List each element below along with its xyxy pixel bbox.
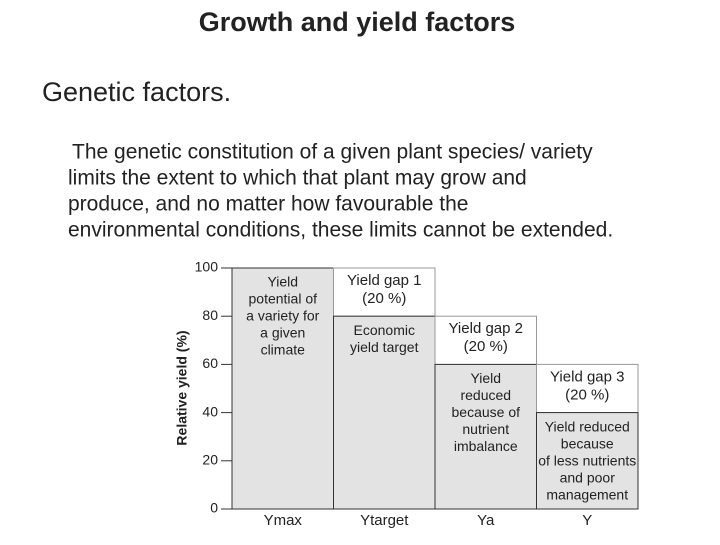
y-tick-label: 0 bbox=[210, 500, 218, 516]
y-tick-label: 60 bbox=[202, 355, 218, 371]
yield-gap bbox=[536, 363, 639, 414]
bar-label: because of bbox=[452, 404, 521, 420]
heading: Genetic factors. bbox=[42, 77, 231, 107]
bar bbox=[333, 315, 436, 510]
bar-label: and poor bbox=[560, 469, 616, 485]
bar-label: potential of bbox=[249, 291, 318, 307]
x-tick-label: Ya bbox=[477, 512, 495, 529]
bar-label: reduced bbox=[460, 387, 511, 403]
bar-label: imbalance bbox=[454, 438, 518, 454]
paragraph-line: environmental conditions, these limits c… bbox=[68, 219, 613, 242]
paragraph-line: The genetic constitution of a given plan… bbox=[72, 141, 593, 164]
gap-value-label: (20 %) bbox=[362, 290, 406, 307]
y-tick-label: 80 bbox=[202, 307, 218, 323]
bar-label: nutrient bbox=[462, 421, 509, 437]
paragraph-line: produce, and no matter how favourable th… bbox=[68, 193, 468, 216]
x-tick-label: Ymax bbox=[264, 512, 303, 529]
bar-label: because bbox=[561, 435, 614, 451]
bar-label: of less nutrients bbox=[538, 452, 636, 468]
y-tick-label: 100 bbox=[195, 259, 219, 275]
yield-gap bbox=[333, 267, 436, 317]
x-tick-label: Y bbox=[582, 512, 592, 529]
y-tick-label: 20 bbox=[202, 452, 218, 468]
bar-label: a given bbox=[260, 325, 305, 341]
bar-label: yield target bbox=[350, 339, 419, 355]
bar-label: management bbox=[546, 486, 628, 502]
gap-label: Yield gap 2 bbox=[448, 320, 523, 337]
paragraph-line: limits the extent to which that plant ma… bbox=[68, 167, 527, 190]
slide-title: Growth and yield factors bbox=[199, 7, 516, 37]
bar-label: climate bbox=[261, 342, 306, 358]
x-tick-label: Ytarget bbox=[360, 512, 409, 529]
bar-label: a variety for bbox=[246, 308, 319, 324]
gap-label: Yield gap 1 bbox=[347, 272, 422, 289]
bar-label: Yield bbox=[267, 274, 298, 290]
y-axis-label: Relative yield (%) bbox=[174, 330, 190, 445]
bar bbox=[434, 363, 537, 510]
gap-label: Yield gap 3 bbox=[550, 368, 625, 385]
yield-gap bbox=[434, 315, 537, 365]
y-tick-label: 40 bbox=[202, 403, 218, 419]
bar-label: Economic bbox=[354, 322, 415, 338]
bar-label: Yield reduced bbox=[545, 418, 630, 434]
gap-value-label: (20 %) bbox=[565, 386, 609, 403]
gap-value-label: (20 %) bbox=[464, 338, 508, 355]
bar bbox=[536, 412, 639, 510]
bar-label: Yield bbox=[470, 370, 501, 386]
